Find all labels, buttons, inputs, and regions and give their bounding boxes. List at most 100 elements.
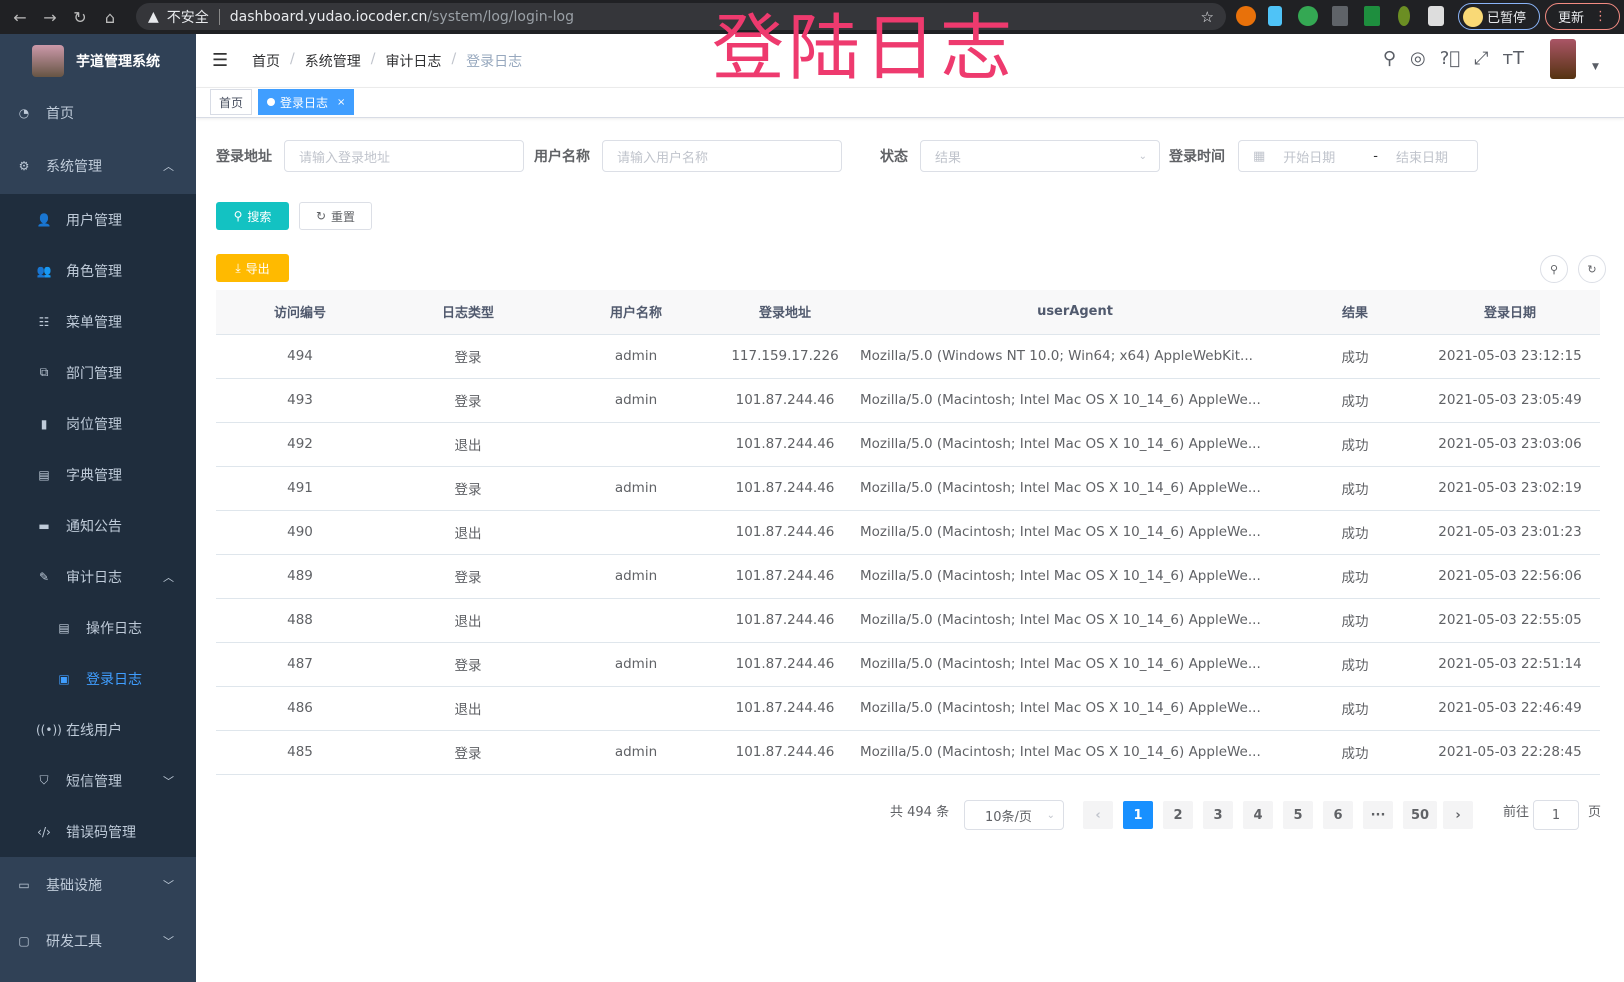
github-icon[interactable]: ◎ bbox=[1410, 48, 1426, 69]
sidebar-item[interactable]: ⚙ 系统管理 ︿ bbox=[0, 138, 196, 194]
tag-home[interactable]: 首页 bbox=[210, 89, 253, 115]
sidebar-item-label: 错误码管理 bbox=[66, 824, 136, 841]
caret-down-icon[interactable]: ▼ bbox=[1592, 62, 1599, 72]
user-agent-cell: Mozilla/5.0 (Macintosh; Intel Mac OS X 1… bbox=[850, 686, 1290, 731]
table-row: 491 登录 admin 101.87.244.46 Mozilla/5.0 (Maci… bbox=[216, 466, 1600, 511]
sidebar-item[interactable]: ⛉ 短信管理 ﹀ bbox=[0, 755, 196, 806]
table-row: 486 退出 101.87.244.46 Mozilla/5.0 (Macintosh… bbox=[216, 686, 1600, 731]
user-icon: 👤 bbox=[36, 212, 52, 227]
extension-icon[interactable] bbox=[1398, 6, 1410, 26]
goto-page-input[interactable]: 1 bbox=[1533, 800, 1579, 830]
page-button[interactable]: 2 bbox=[1163, 801, 1193, 829]
avatar[interactable] bbox=[1550, 39, 1576, 79]
user-agent-cell: Mozilla/5.0 (Macintosh; Intel Mac OS X 1… bbox=[850, 378, 1290, 423]
navbar: ☰ 首页 / 系统管理 / 审计日志 / 登录日志 ⚲ ◎ ?⃝ ⤢ тT bbox=[196, 34, 1624, 88]
sidebar-item[interactable]: ▢ 研发工具 ﹀ bbox=[0, 913, 196, 969]
home-icon[interactable]: ⌂ bbox=[104, 7, 116, 27]
username-input[interactable]: 请输入用户名称 bbox=[602, 140, 842, 172]
sidebar-item[interactable]: ✎ 审计日志 ︿ bbox=[0, 551, 196, 602]
sidebar-item[interactable]: ☷ 菜单管理 bbox=[0, 296, 196, 347]
page-button[interactable]: 50 bbox=[1403, 801, 1437, 829]
page-button[interactable]: 4 bbox=[1243, 801, 1273, 829]
sidebar-item[interactable]: ((•)) 在线用户 bbox=[0, 704, 196, 755]
extension-icon[interactable] bbox=[1298, 6, 1318, 26]
username-cell: admin bbox=[552, 554, 720, 599]
sidebar-item[interactable]: 👤 用户管理 bbox=[0, 194, 196, 245]
log-type-cell: 登录 bbox=[384, 334, 552, 379]
back-icon[interactable]: ← bbox=[13, 7, 27, 27]
export-button[interactable]: ⤓ 导出 bbox=[216, 254, 289, 282]
search-button[interactable]: ⚲ 搜索 bbox=[216, 202, 289, 230]
insecure-label: 不安全 bbox=[166, 9, 209, 26]
fullscreen-icon[interactable]: ⤢ bbox=[1474, 48, 1489, 69]
app-logo[interactable]: 芋道管理系统 bbox=[0, 34, 196, 88]
reset-button[interactable]: ↻ 重置 bbox=[299, 202, 372, 230]
page-button[interactable]: 6 bbox=[1323, 801, 1353, 829]
sidebar-item[interactable]: ◔ 首页 bbox=[0, 88, 196, 138]
page-button[interactable]: 1 bbox=[1123, 801, 1153, 829]
tag-login-log[interactable]: 登录日志 × bbox=[258, 89, 355, 115]
monitor-icon: ▭ bbox=[18, 878, 30, 892]
puzzle-icon[interactable] bbox=[1428, 6, 1444, 26]
user-agent-cell: Mozilla/5.0 (Macintosh; Intel Mac OS X 1… bbox=[850, 642, 1290, 687]
bookmark-star-icon[interactable]: ☆ bbox=[1200, 7, 1214, 26]
sidebar-item-label: 系统管理 bbox=[46, 159, 102, 175]
extension-icon[interactable] bbox=[1332, 6, 1348, 26]
sidebar-item[interactable]: 👥 角色管理 bbox=[0, 245, 196, 296]
toggle-search-button[interactable]: ⚲ bbox=[1540, 255, 1568, 283]
download-icon: ⤓ bbox=[235, 260, 241, 275]
extension-icon[interactable] bbox=[1364, 6, 1380, 26]
page-size-select[interactable]: 10条/页 ⌄ bbox=[964, 800, 1064, 830]
forward-icon[interactable]: → bbox=[43, 7, 57, 27]
update-button[interactable]: 更新 ⋮ bbox=[1545, 3, 1620, 30]
goto-label: 前往 bbox=[1503, 805, 1530, 820]
sidebar-item[interactable]: ⧉ 部门管理 bbox=[0, 347, 196, 398]
page-button[interactable]: 5 bbox=[1283, 801, 1313, 829]
sidebar-item[interactable]: ▤ 字典管理 bbox=[0, 449, 196, 500]
address-bar[interactable]: ▲ 不安全 dashboard.yudao.iocoder.cn/system/… bbox=[136, 3, 1226, 30]
result-cell: 成功 bbox=[1290, 466, 1420, 511]
extension-icon[interactable] bbox=[1268, 6, 1282, 26]
search-icon[interactable]: ⚲ bbox=[1382, 48, 1397, 69]
column-header: 登录地址 bbox=[720, 290, 850, 335]
table-row: 488 退出 101.87.244.46 Mozilla/5.0 (Macintosh… bbox=[216, 598, 1600, 643]
role-icon: 👥 bbox=[36, 263, 52, 278]
sidebar-item[interactable]: ▣ 登录日志 bbox=[0, 653, 196, 704]
login-date-cell: 2021-05-03 22:46:49 bbox=[1420, 686, 1600, 731]
sidebar-item[interactable]: ▭ 基础设施 ﹀ bbox=[0, 857, 196, 913]
login-ip-cell: 101.87.244.46 bbox=[720, 510, 850, 555]
reload-icon[interactable]: ↻ bbox=[73, 7, 87, 27]
next-page-button[interactable]: › bbox=[1443, 801, 1473, 829]
sidebar-item[interactable]: ▮ 岗位管理 bbox=[0, 398, 196, 449]
font-size-icon[interactable]: тT bbox=[1502, 48, 1524, 69]
breadcrumb-item: 登录日志 bbox=[466, 53, 523, 70]
help-icon[interactable]: ?⃝ bbox=[1439, 48, 1461, 69]
app-title: 芋道管理系统 bbox=[76, 54, 160, 70]
refresh-button[interactable]: ↻ bbox=[1578, 255, 1606, 283]
extension-icon[interactable] bbox=[1236, 6, 1256, 26]
sidebar-item[interactable]: ▤ 操作日志 bbox=[0, 602, 196, 653]
profile-button[interactable]: 已暂停 bbox=[1458, 3, 1540, 30]
status-select[interactable]: 结果 ⌄ bbox=[920, 140, 1160, 172]
log-type-cell: 登录 bbox=[384, 466, 552, 511]
hamburger-icon[interactable]: ☰ bbox=[212, 50, 229, 71]
log-type-cell: 登录 bbox=[384, 378, 552, 423]
date-range-picker[interactable]: ▦ 开始日期 - 结束日期 bbox=[1238, 140, 1478, 172]
prev-page-button[interactable]: ‹ bbox=[1083, 801, 1113, 829]
login-ip-cell: 101.87.244.46 bbox=[720, 466, 850, 511]
end-date[interactable]: 结束日期 bbox=[1396, 150, 1449, 166]
overlay-title: 登陆日志 bbox=[712, 6, 1017, 90]
close-icon[interactable]: × bbox=[337, 96, 346, 108]
sidebar-item-label: 研发工具 bbox=[46, 934, 102, 950]
sidebar-item-label: 岗位管理 bbox=[66, 416, 122, 433]
page-button[interactable]: 3 bbox=[1203, 801, 1233, 829]
login-ip-cell: 101.87.244.46 bbox=[720, 598, 850, 643]
start-date[interactable]: 开始日期 bbox=[1283, 150, 1336, 166]
breadcrumb-item[interactable]: 首页 bbox=[252, 53, 280, 70]
sidebar-item[interactable]: ‹/› 错误码管理 bbox=[0, 806, 196, 857]
log-id-cell: 493 bbox=[216, 378, 384, 423]
sidebar-item[interactable]: ▬ 通知公告 bbox=[0, 500, 196, 551]
shield-icon: ⛉ bbox=[39, 773, 49, 787]
address-input[interactable]: 请输入登录地址 bbox=[284, 140, 524, 172]
page-button[interactable]: ··· bbox=[1363, 801, 1393, 829]
